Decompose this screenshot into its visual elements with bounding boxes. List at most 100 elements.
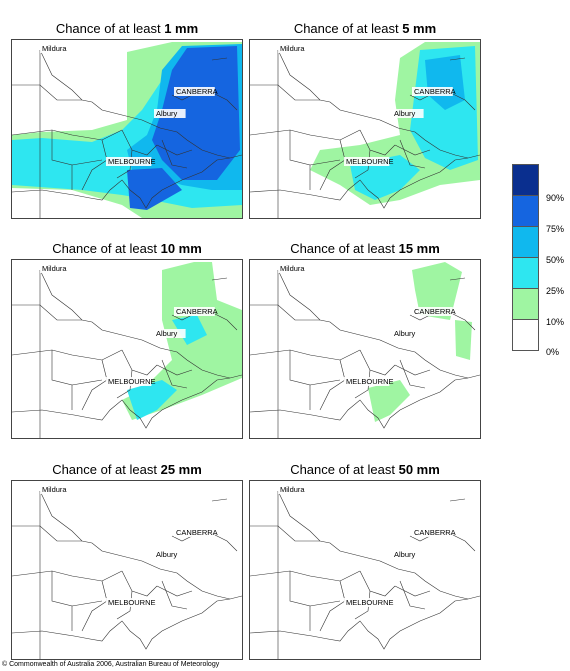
map-canvas: Mildura CANBERRA Albury MELBOURNE bbox=[250, 42, 480, 218]
rainfall-map: Mildura CANBERRA Albury MELBOURNE bbox=[11, 480, 243, 660]
boundary-line bbox=[12, 154, 242, 209]
panel-title: Chance of at least 1 mm bbox=[55, 21, 199, 36]
boundary-line bbox=[309, 379, 341, 386]
boundary-line bbox=[449, 498, 466, 502]
boundary-line bbox=[12, 84, 82, 101]
panel-title: Chance of at least 50 mm bbox=[290, 462, 440, 477]
legend-swatch-25 bbox=[512, 257, 539, 289]
place-label-albury: Albury bbox=[154, 109, 186, 118]
boundary-line bbox=[171, 535, 193, 542]
svg-text:Mildura: Mildura bbox=[280, 485, 305, 494]
svg-text:CANBERRA: CANBERRA bbox=[176, 307, 218, 316]
boundary-line bbox=[51, 571, 73, 631]
place-label-canberra: CANBERRA bbox=[174, 87, 218, 96]
svg-text:CANBERRA: CANBERRA bbox=[414, 87, 456, 96]
boundary-line bbox=[12, 374, 242, 429]
boundary-line bbox=[171, 314, 193, 321]
boundary-line bbox=[319, 139, 346, 191]
map-canvas: Mildura CANBERRA Albury MELBOURNE bbox=[250, 485, 480, 659]
boundary-line bbox=[319, 359, 346, 411]
boundary-line bbox=[71, 379, 103, 386]
svg-text:Mildura: Mildura bbox=[42, 264, 67, 273]
boundary-line bbox=[211, 57, 228, 61]
boundary-line bbox=[359, 349, 396, 376]
rainfall-map: Mildura CANBERRA Albury MELBOURNE bbox=[249, 259, 481, 439]
boundary-line bbox=[81, 359, 108, 411]
boundary-line bbox=[250, 84, 320, 101]
boundary-line bbox=[156, 364, 193, 376]
boundary-line bbox=[277, 490, 469, 600]
rainfall-map: Mildura CANBERRA Albury MELBOURNE bbox=[11, 39, 243, 219]
svg-text:Mildura: Mildura bbox=[42, 44, 67, 53]
place-label-albury: Albury bbox=[154, 329, 186, 338]
svg-text:MELBOURNE: MELBOURNE bbox=[108, 157, 156, 166]
probability-region bbox=[127, 380, 177, 420]
boundary-line bbox=[250, 570, 361, 582]
boundary-line bbox=[289, 350, 311, 410]
probability-region bbox=[455, 320, 472, 360]
place-label-mildura: Mildura bbox=[278, 485, 315, 494]
place-label-canberra: CANBERRA bbox=[174, 528, 218, 537]
place-label-canberra: CANBERRA bbox=[412, 87, 456, 96]
place-label-mildura: Mildura bbox=[40, 264, 77, 273]
boundary-line bbox=[250, 374, 480, 429]
copyright-notice: © Commonwealth of Australia 2006, Austra… bbox=[2, 661, 220, 668]
boundary-line bbox=[71, 159, 103, 166]
svg-text:CANBERRA: CANBERRA bbox=[414, 528, 456, 537]
panel-title: Chance of at least 5 mm bbox=[293, 21, 437, 36]
svg-text:Albury: Albury bbox=[394, 109, 416, 118]
map-canvas: Mildura CANBERRA Albury MELBOURNE bbox=[12, 485, 242, 659]
legend-tick: 50% bbox=[546, 255, 565, 265]
svg-text:Albury: Albury bbox=[394, 329, 416, 338]
boundary-line bbox=[399, 139, 426, 169]
boundary-line bbox=[309, 600, 341, 607]
boundary-line bbox=[394, 144, 431, 156]
legend-tick: 25% bbox=[546, 286, 565, 296]
boundary-line bbox=[399, 359, 426, 389]
panel-title: Chance of at least 15 mm bbox=[290, 241, 440, 256]
rainfall-map: Mildura CANBERRA Albury MELBOURNE bbox=[249, 480, 481, 660]
svg-text:Albury: Albury bbox=[394, 550, 416, 559]
boundary-line bbox=[12, 570, 123, 582]
place-label-canberra: CANBERRA bbox=[412, 307, 456, 316]
probability-region bbox=[425, 55, 465, 110]
boundary-line bbox=[359, 129, 396, 156]
boundary-line bbox=[250, 304, 320, 321]
boundary-line bbox=[250, 129, 361, 141]
boundary-line bbox=[116, 149, 133, 179]
svg-text:Albury: Albury bbox=[156, 550, 178, 559]
place-label-mildura: Mildura bbox=[40, 44, 77, 53]
svg-text:MELBOURNE: MELBOURNE bbox=[108, 598, 156, 607]
svg-text:CANBERRA: CANBERRA bbox=[176, 528, 218, 537]
place-label-albury: Albury bbox=[154, 550, 186, 559]
svg-text:Mildura: Mildura bbox=[280, 264, 305, 273]
legend-swatch-50 bbox=[512, 226, 539, 258]
boundary-line bbox=[39, 49, 231, 159]
boundary-line bbox=[171, 94, 193, 101]
place-label-melbourne: MELBOURNE bbox=[106, 598, 156, 607]
place-label-mildura: Mildura bbox=[278, 264, 315, 273]
boundary-line bbox=[211, 498, 228, 502]
svg-text:MELBOURNE: MELBOURNE bbox=[108, 377, 156, 386]
boundary-line bbox=[116, 590, 133, 620]
boundary-line bbox=[394, 585, 431, 597]
legend-tick: 0% bbox=[546, 347, 560, 357]
boundary-line bbox=[81, 580, 108, 632]
boundary-line bbox=[250, 154, 480, 209]
boundary-line bbox=[277, 49, 469, 159]
boundary-line bbox=[359, 570, 396, 597]
place-label-melbourne: MELBOURNE bbox=[344, 598, 394, 607]
boundary-line bbox=[121, 129, 158, 156]
place-label-melbourne: MELBOURNE bbox=[344, 377, 394, 386]
boundary-line bbox=[399, 580, 426, 610]
place-label-canberra: CANBERRA bbox=[174, 307, 218, 316]
boundary-line bbox=[354, 590, 371, 620]
probability-region bbox=[412, 262, 462, 320]
boundary-line bbox=[409, 314, 431, 321]
boundary-line bbox=[250, 595, 480, 650]
place-label-melbourne: MELBOURNE bbox=[344, 157, 394, 166]
map-canvas: Mildura CANBERRA Albury MELBOURNE bbox=[12, 42, 242, 218]
boundary-line bbox=[211, 277, 228, 281]
boundary-line bbox=[250, 525, 320, 542]
legend-swatch-0 bbox=[512, 319, 539, 351]
